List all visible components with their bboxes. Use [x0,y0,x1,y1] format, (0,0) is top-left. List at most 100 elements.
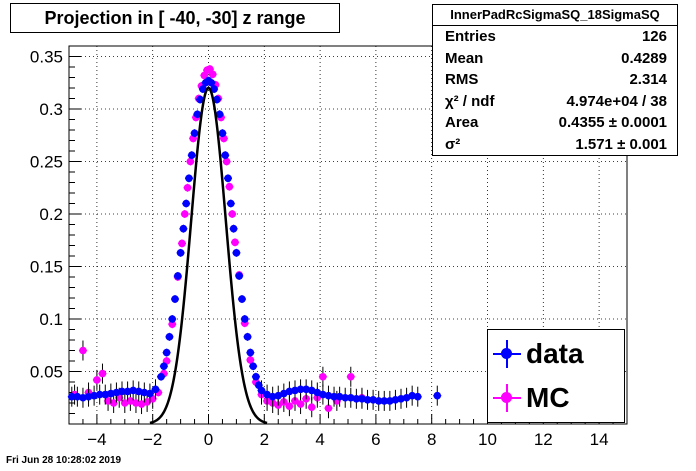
x-tick-label: 12 [534,430,553,449]
fit-curve [149,86,268,425]
data-point-mc [208,70,217,79]
data-point-data [67,392,76,401]
data-point-data [210,85,218,93]
data-point-data [229,224,238,233]
x-tick-label: 8 [427,430,436,449]
data-point-data [196,95,204,104]
data-point-data [174,272,182,280]
data-point-mc [231,238,239,247]
y-tick-label: 0.3 [39,100,63,119]
data-point-mc [307,403,316,412]
data-point-data [374,397,383,405]
x-tick-label: 6 [371,430,380,449]
stats-value: 126 [641,28,667,45]
data-point-data [433,391,442,400]
data-point-data [413,392,422,401]
data-point-mc [180,210,189,218]
stats-row-area: Area 0.4355 ± 0.0001 [433,112,677,134]
data-point-data [227,199,235,208]
data-point-data [190,129,199,137]
data-point-data [199,85,207,93]
data-point-mc [291,397,299,405]
stats-value: 4.974e+04 / 38 [566,92,667,110]
y-tick-label: 0.2 [39,205,63,224]
data-point-data [187,151,196,159]
data-point-data [240,315,249,323]
x-tick-label: 10 [478,430,497,449]
data-point-mc [346,372,355,381]
legend-marker-mc [501,392,512,403]
data-point-mc [324,404,333,413]
data-point-data [215,110,224,119]
data-point-mc [183,183,192,192]
data-point-data [224,174,232,183]
stats-row-chi2: χ² / ndf 4.974e+04 / 38 [433,91,677,113]
data-point-data [249,362,257,371]
legend-label-data: data [526,338,584,369]
data-point-mc [222,157,231,166]
stats-row-sigma2: σ² 1.571 ± 0.001 [433,134,677,156]
legend: data MC [487,329,625,423]
stats-value: 0.4289 [621,49,667,67]
data-point-data [257,386,266,395]
stats-row-rms: RMS 2.314 [433,69,677,91]
data-point-data [246,348,255,357]
legend-entry-mc: MC [488,378,624,418]
data-point-data [151,385,160,394]
stats-row-mean: Mean 0.4289 [433,48,677,70]
data-point-mc [225,182,234,191]
data-point-data [118,387,126,396]
data-point-mc [186,157,195,166]
data-point-data [168,315,177,323]
data-point-data [176,249,185,257]
data-point-mc [98,369,107,378]
stats-value: 0.4355 ± 0.0001 [558,114,667,131]
stats-key: σ² [445,135,461,153]
data-point-data [213,95,221,104]
data-point-mc [79,346,87,355]
data-point-mc [319,372,327,381]
y-tick-label: 0.25 [30,153,63,172]
data-point-mc [246,356,255,364]
data-point-data [232,249,241,257]
data-point-data [193,110,202,119]
data-point-data [380,397,389,405]
data-point-data [146,389,154,398]
data-point-data [160,362,168,371]
data-point-mc [143,398,151,406]
x-tick-label: −4 [87,430,106,449]
data-point-data [218,129,227,137]
legend-marker-data [501,348,512,359]
data-point-data [95,390,104,399]
data-point-data [165,333,174,341]
stats-key: RMS [445,71,479,88]
data-point-mc [285,402,294,410]
data-point-mc [168,320,177,329]
data-point-data [363,396,372,404]
data-point-mc [93,376,101,384]
data-point-data [185,174,193,183]
stats-histogram-name: InnerPadRcSigmaSQ_18SigmaSQ [433,5,677,26]
data-point-data [207,78,216,87]
data-point-mc [228,210,237,218]
stats-value: 2.314 [629,71,667,88]
data-point-data [296,385,305,394]
data-point-data [352,395,361,403]
data-point-data [238,295,246,303]
stats-key: Entries [445,28,496,45]
data-point-data [330,392,338,401]
date-stamp: Fri Jun 28 10:28:02 2019 [6,455,122,466]
data-point-data [252,372,260,381]
x-tick-label: 4 [315,430,324,449]
data-point-data [182,199,190,208]
x-tick-label: 14 [590,430,609,449]
x-tick-label: −2 [143,430,162,449]
stats-key: Mean [445,49,484,67]
data-point-data [341,393,350,402]
data-point-data [179,224,188,233]
y-tick-label: 0.35 [30,48,63,67]
data-point-data [235,272,243,280]
data-point-mc [178,239,186,248]
data-point-data [157,372,165,381]
legend-label-mc: MC [526,382,570,413]
